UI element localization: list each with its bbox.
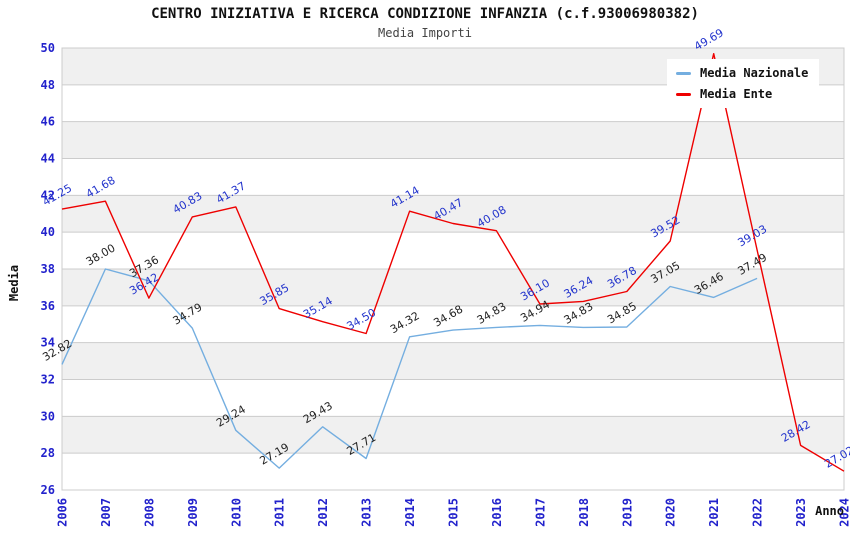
plot-band	[62, 195, 844, 233]
legend: Media Nazionale Media Ente	[667, 59, 820, 108]
y-tick-label: 32	[41, 373, 55, 387]
x-tick-label: 2010	[229, 498, 243, 527]
x-tick-label: 2022	[751, 498, 765, 527]
y-tick-label: 26	[41, 483, 55, 497]
y-tick-label: 40	[41, 225, 55, 239]
x-tick-label: 2006	[56, 498, 70, 527]
series-line-media-nazionale	[61, 268, 758, 469]
data-label-media-nazionale: 34.68	[431, 303, 465, 330]
x-tick-label: 2014	[403, 498, 417, 527]
media-nazionale-line-swatch	[676, 71, 691, 75]
chart-title: CENTRO INIZIATIVA E RICERCA CONDIZIONE I…	[151, 6, 699, 22]
x-tick-label: 2012	[316, 498, 330, 527]
legend-item-media-ente: Media Ente	[676, 87, 808, 101]
x-tick-label: 2020	[664, 498, 678, 527]
x-axis-title: Anno	[815, 504, 844, 518]
x-tick-label: 2016	[490, 498, 504, 527]
y-tick-label: 46	[41, 115, 55, 129]
y-tick-label: 38	[41, 262, 55, 276]
x-tick-label: 2011	[273, 498, 287, 527]
y-tick-label: 42	[41, 188, 55, 202]
media-ente-line-swatch	[676, 92, 691, 96]
chart-subtitle: Media Importi	[378, 26, 472, 40]
plot-border	[61, 47, 845, 491]
x-tick-label: 2008	[142, 498, 156, 527]
y-tick-label: 34	[41, 336, 55, 350]
plot-band	[62, 121, 844, 159]
legend-label-media-nazionale: Media Nazionale	[700, 66, 809, 80]
x-tick-label: 2018	[577, 498, 591, 527]
x-tick-label: 2009	[186, 498, 200, 527]
y-tick-label: 30	[41, 409, 55, 423]
x-tick-label: 2017	[533, 498, 547, 527]
plot-band	[62, 269, 844, 306]
y-tick-label: 28	[41, 446, 55, 460]
series-line-media-ente	[61, 53, 845, 472]
data-label-media-nazionale: 34.32	[388, 309, 422, 336]
x-tick-label: 2019	[620, 498, 634, 527]
legend-item-media-nazionale: Media Nazionale	[676, 66, 808, 80]
x-tick-label: 2007	[99, 498, 113, 527]
plot-band	[62, 416, 844, 454]
legend-label-media-ente: Media Ente	[700, 87, 773, 101]
x-tick-label: 2023	[794, 498, 808, 527]
y-tick-label: 36	[41, 299, 55, 313]
y-tick-label: 48	[41, 78, 55, 92]
x-tick-label: 2021	[707, 498, 721, 527]
data-label-media-nazionale: 38.00	[84, 241, 118, 268]
y-tick-label: 44	[41, 152, 55, 166]
x-tick-label: 2013	[360, 498, 374, 527]
data-label-media-ente: 34.50	[344, 306, 378, 333]
x-tick-label: 2015	[447, 498, 461, 527]
x-tick-label: 2024	[838, 498, 850, 527]
plot-band	[62, 342, 844, 380]
y-tick-label: 50	[41, 41, 55, 55]
